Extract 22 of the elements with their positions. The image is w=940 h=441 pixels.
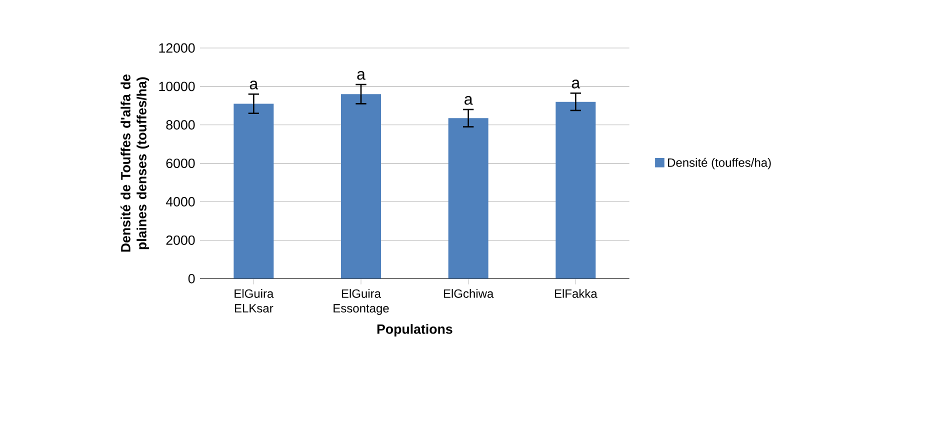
x-tick-label: ElFakka [554,288,598,298]
x-tick-label: ElGuira ELKsar [234,288,274,312]
x-axis-title: Populations [377,324,452,336]
y-tick-label: 0 [188,274,195,284]
y-tick-label: 10000 [159,82,195,91]
bar [341,94,381,278]
annotation: a [572,80,580,88]
bar [448,118,488,278]
annotation: a [464,96,473,105]
annotation: a [357,70,366,80]
annotation: a [250,80,258,90]
bar [556,102,596,278]
legend-label: Densité (touffes/ha) [668,158,771,170]
bar [234,104,274,278]
y-tick-label: 6000 [166,158,195,168]
x-tick-label: ElGchiwa [444,288,494,298]
y-axis-title: Densité de Touffes d'alfa de plaines denses (touffes/ha) [120,74,150,252]
y-tick-label: 2000 [166,235,195,245]
x-tick-label: ElGuira Essontage [334,288,389,315]
y-tick-label: 4000 [166,196,195,206]
y-tick-label: 12000 [159,43,195,53]
y-tick-label: 8000 [166,120,195,130]
